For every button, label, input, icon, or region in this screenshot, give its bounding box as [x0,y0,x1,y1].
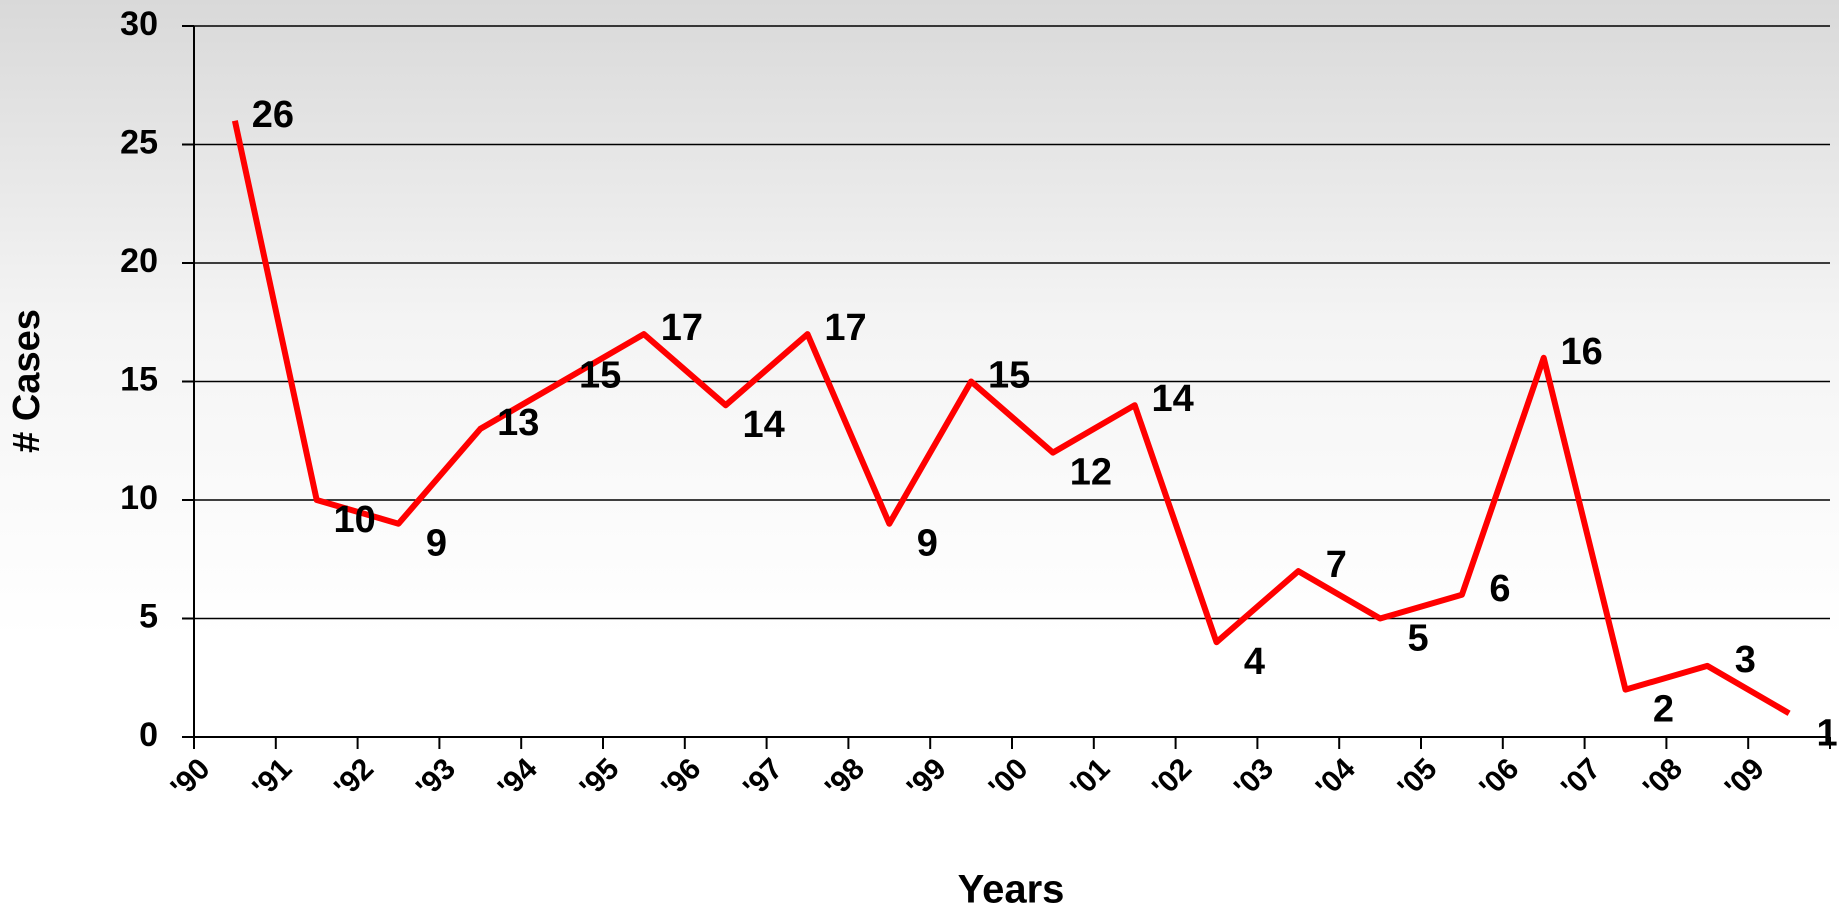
value-label: 17 [824,307,866,349]
y-tick-label: 5 [139,597,158,635]
value-label: 14 [1152,378,1194,420]
x-tick-label: '03 [1228,752,1280,804]
value-label: 7 [1326,544,1347,586]
x-tick-label: '02 [1146,752,1198,804]
value-label: 16 [1561,331,1603,373]
x-tick-label: '09 [1719,752,1771,804]
y-axis-title: # Cases [6,309,48,453]
value-label: 10 [334,499,376,541]
x-tick-label: '00 [983,752,1035,804]
x-tick-label: '93 [410,752,462,804]
x-tick-label: '05 [1392,752,1444,804]
value-label: 17 [661,307,703,349]
x-tick-label: '94 [492,752,544,804]
value-label: 9 [917,523,938,565]
value-label: 14 [743,404,785,446]
data-line [231,120,1791,716]
value-label: 15 [988,355,1030,397]
y-tick-label: 20 [120,242,158,280]
x-tick-label: '99 [901,752,953,804]
y-tick-label: 15 [120,360,158,398]
x-tick-label: '06 [1473,752,1525,804]
value-label: 5 [1408,618,1429,660]
value-label: 12 [1070,452,1112,494]
value-label: 9 [426,523,447,565]
x-tick-label: '95 [574,752,626,804]
y-tick-label: 30 [120,5,158,43]
value-label: 2 [1653,689,1674,731]
value-label: 6 [1489,568,1510,610]
x-tick-label: '91 [246,752,298,804]
x-tick-label: '98 [819,752,871,804]
y-tick-label: 0 [139,716,158,754]
x-tick-label: '97 [737,752,789,804]
x-tick-label: '08 [1637,752,1689,804]
x-tick-label: '04 [1310,752,1362,804]
value-label: 15 [579,355,621,397]
value-label: 26 [252,94,294,136]
x-tick-label: '90 [165,752,217,804]
y-tick-label: 10 [120,479,158,517]
value-label: 13 [497,402,539,444]
x-axis-title: Years [958,868,1065,912]
x-tick-label: '92 [328,752,380,804]
x-tick-label: '01 [1064,752,1116,804]
x-tick-label: '96 [655,752,707,804]
value-label: 3 [1735,639,1756,681]
y-tick-label: 25 [120,123,158,161]
x-tick-label: '07 [1555,752,1607,804]
value-label: 4 [1244,641,1265,683]
value-label: 1 [1817,712,1838,754]
